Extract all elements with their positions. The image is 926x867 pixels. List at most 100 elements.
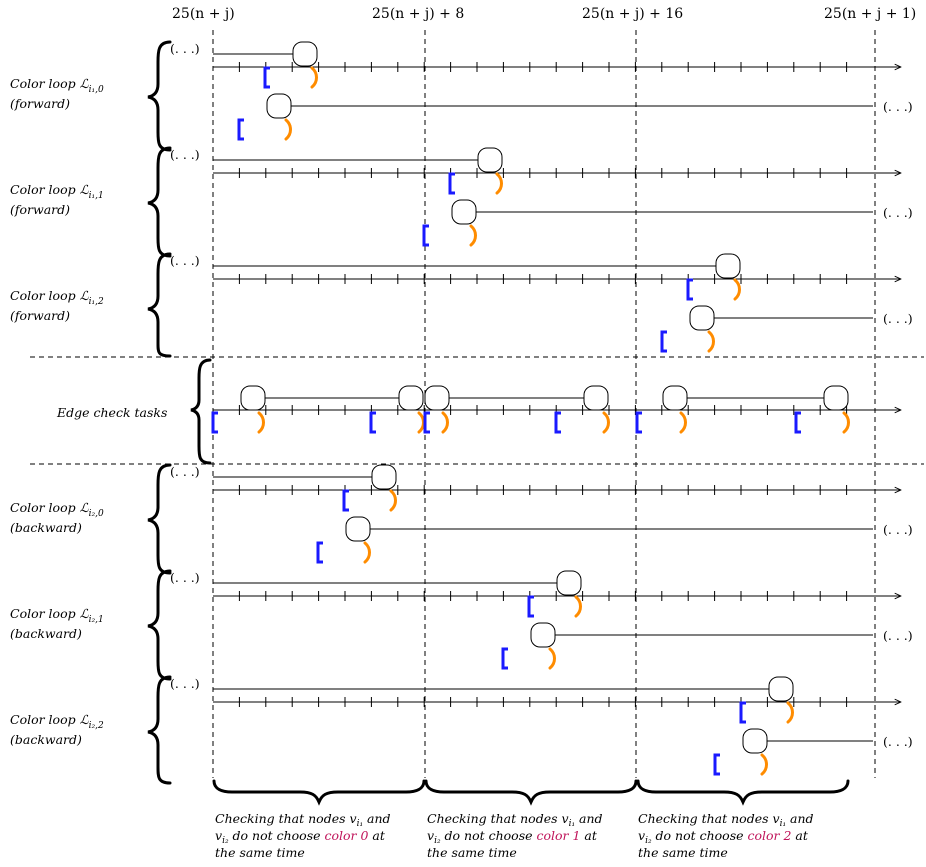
loop-1-bottom-close-bracket xyxy=(469,224,477,247)
caption-0: Checking that nodes vi₁ and vi₂ do not c… xyxy=(215,811,391,860)
svg-text:Checking that nodes vi₁ and: Checking that nodes vi₁ and xyxy=(215,811,391,829)
loop-3-bottom-node xyxy=(345,516,371,542)
loop-1-top-ellipsis: (. . .) xyxy=(170,147,200,162)
loop-3-top-close-bracket xyxy=(389,489,397,512)
edge-task-1-end-open-bracket xyxy=(554,411,561,434)
edge-task-0-start-node xyxy=(240,385,266,411)
loop-2-top-open-bracket xyxy=(686,278,693,301)
caption-2: Checking that nodes vi₁ and vi₂ do not c… xyxy=(638,811,814,860)
edge-task-2-start-node xyxy=(662,385,688,411)
loop-1-bottom-open-bracket xyxy=(422,224,429,247)
svg-text:Color loop ℒi₂,2: Color loop ℒi₂,2 xyxy=(10,712,104,731)
loop-5-top-close-bracket xyxy=(786,701,794,724)
svg-text:Checking that nodes vi₁ and: Checking that nodes vi₁ and xyxy=(427,811,603,829)
top-label-2: 25(n + j) + 16 xyxy=(582,6,683,22)
loop-label-4: Color loop ℒi₂,1 (backward) xyxy=(10,606,104,641)
loop-label-3: Color loop ℒi₂,0 (backward) xyxy=(10,500,104,535)
svg-text:Color loop ℒi₂,1: Color loop ℒi₂,1 xyxy=(10,606,104,625)
svg-text:Color loop ℒi₁,1: Color loop ℒi₁,1 xyxy=(10,182,104,201)
loop-4-bottom-close-bracket xyxy=(548,647,556,670)
top-label-0: 25(n + j) xyxy=(172,6,235,22)
svg-text:(backward): (backward) xyxy=(10,520,82,535)
svg-text:Edge check tasks: Edge check tasks xyxy=(56,405,167,420)
svg-text:vi₂ do not choose color 1 at: vi₂ do not choose color 1 at xyxy=(427,828,598,846)
loop-0-top-open-bracket xyxy=(263,66,270,89)
loop-0-bottom-ellipsis: (. . .) xyxy=(883,99,913,114)
loop-0-bottom-node xyxy=(266,93,292,119)
svg-text:Color loop ℒi₁,2: Color loop ℒi₁,2 xyxy=(10,288,104,307)
edge-task-0-start-close-bracket xyxy=(257,411,265,434)
edge-task-2-start-close-bracket xyxy=(679,411,687,434)
loop-2-top-node xyxy=(715,253,741,279)
loop-5-bottom-close-bracket xyxy=(760,753,768,776)
loop-4-top-node xyxy=(556,570,582,596)
edge-task-1-end-close-bracket xyxy=(602,411,610,434)
loop-4-top-close-bracket xyxy=(574,595,582,618)
svg-text:(forward): (forward) xyxy=(10,96,70,111)
edge-group-0-open-bracket xyxy=(211,411,218,434)
loop-5-top-node xyxy=(768,676,794,702)
loop-2-bottom-open-bracket xyxy=(660,330,667,353)
loop-label-0: Color loop ℒi₁,0 (forward) xyxy=(10,76,104,111)
svg-text:the same time: the same time xyxy=(215,845,305,860)
loop-3-bottom-ellipsis: (. . .) xyxy=(883,522,913,537)
loop-1-top-close-bracket xyxy=(495,172,503,195)
loop-2-bottom-close-bracket xyxy=(707,330,715,353)
svg-text:(backward): (backward) xyxy=(10,732,82,747)
edge-task-2-end-node xyxy=(823,385,849,411)
loop-5-bottom-open-bracket xyxy=(713,753,720,776)
loop-label-2: Color loop ℒi₁,2 (forward) xyxy=(10,288,104,323)
loop-5-top-ellipsis: (. . .) xyxy=(170,676,200,691)
loop-0-top-node xyxy=(292,41,318,67)
svg-text:vi₂ do not choose color 2 at: vi₂ do not choose color 2 at xyxy=(638,828,809,846)
bottom-braces xyxy=(212,779,850,806)
loop-5-bottom-ellipsis: (. . .) xyxy=(883,734,913,749)
svg-text:the same time: the same time xyxy=(427,845,517,860)
svg-text:Color loop ℒi₂,0: Color loop ℒi₂,0 xyxy=(10,500,104,519)
loop-1-bottom-node xyxy=(451,199,477,225)
loop-3-top-ellipsis: (. . .) xyxy=(170,464,200,479)
edge-check-label: Edge check tasks xyxy=(56,405,167,420)
svg-text:Color loop ℒi₁,0: Color loop ℒi₁,0 xyxy=(10,76,104,95)
loop-0-top-close-bracket xyxy=(310,66,318,89)
loop-0-top-ellipsis: (. . .) xyxy=(170,41,200,56)
edge-task-1-start-node xyxy=(424,385,450,411)
edge-task-2-end-open-bracket xyxy=(794,411,801,434)
edge-task-0-end-open-bracket xyxy=(369,411,376,434)
loop-label-5: Color loop ℒi₂,2 (backward) xyxy=(10,712,104,747)
loop-5-top-open-bracket xyxy=(739,701,746,724)
top-label-1: 25(n + j) + 8 xyxy=(372,6,464,22)
edge-task-1-end-node xyxy=(583,385,609,411)
loop-3-bottom-close-bracket xyxy=(363,541,371,564)
loop-4-top-open-bracket xyxy=(527,595,534,618)
loop-0-bottom-close-bracket xyxy=(284,118,292,141)
loop-3-top-open-bracket xyxy=(342,489,349,512)
edge-task-0-end-close-bracket xyxy=(417,411,425,434)
edge-task-1-start-close-bracket xyxy=(441,411,449,434)
edge-task-0-end-node xyxy=(398,385,424,411)
loop-2-bottom-node xyxy=(689,305,715,331)
loop-1-top-node xyxy=(477,147,503,173)
edge-task-2-end-close-bracket xyxy=(842,411,850,434)
loop-2-top-ellipsis: (. . .) xyxy=(170,253,200,268)
svg-text:(forward): (forward) xyxy=(10,308,70,323)
loop-3-top-node xyxy=(371,464,397,490)
loop-5-bottom-node xyxy=(742,728,768,754)
edge-group-2-open-bracket xyxy=(635,411,642,434)
loop-4-bottom-open-bracket xyxy=(501,647,508,670)
svg-text:Checking that nodes vi₁ and: Checking that nodes vi₁ and xyxy=(638,811,814,829)
loop-1-top-open-bracket xyxy=(448,172,455,195)
loop-4-bottom-ellipsis: (. . .) xyxy=(883,628,913,643)
edge-group-1-open-bracket xyxy=(423,411,430,434)
caption-1: Checking that nodes vi₁ and vi₂ do not c… xyxy=(427,811,603,860)
svg-text:(backward): (backward) xyxy=(10,626,82,641)
loop-label-1: Color loop ℒi₁,1 (forward) xyxy=(10,182,104,217)
loop-1-bottom-ellipsis: (. . .) xyxy=(883,205,913,220)
loop-4-top-ellipsis: (. . .) xyxy=(170,570,200,585)
top-label-3: 25(n + j + 1) xyxy=(824,6,916,22)
loop-3-bottom-open-bracket xyxy=(316,541,323,564)
svg-text:the same time: the same time xyxy=(638,845,728,860)
loop-0-bottom-open-bracket xyxy=(237,118,244,141)
